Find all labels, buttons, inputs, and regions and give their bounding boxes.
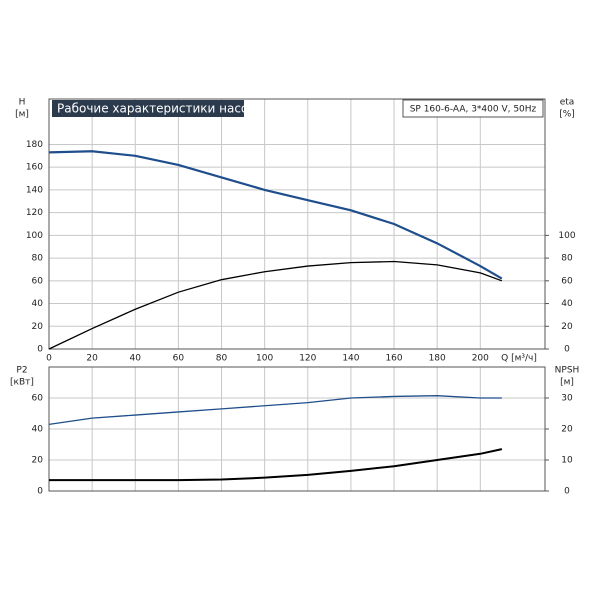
plot-area	[49, 99, 545, 349]
series-line	[48, 395, 502, 425]
y2-tick-label: 60	[561, 276, 573, 286]
series-line	[48, 150, 503, 280]
y-tick-label: 60	[32, 276, 44, 286]
y-axis-label: P2	[16, 366, 27, 376]
x-tick-label: 100	[256, 354, 273, 364]
x-tick-label: 180	[429, 354, 446, 364]
x-tick-label: 40	[130, 354, 142, 364]
y-tick-label: 80	[32, 254, 44, 264]
plot-frame	[48, 366, 546, 492]
y2-tick-label: 100	[558, 231, 575, 241]
y-tick-label: 40	[32, 425, 44, 435]
y2-tick-label: 20	[561, 425, 573, 435]
y2-tick-label: 40	[561, 299, 573, 309]
y-tick-label: 160	[26, 163, 43, 173]
y-tick-label: 120	[26, 208, 43, 218]
subtitle-box	[402, 99, 544, 118]
series-line	[49, 448, 503, 482]
x-tick-label: 160	[385, 354, 402, 364]
y-axis-unit: [кВт]	[10, 378, 34, 388]
x-tick-label: 140	[342, 354, 359, 364]
y-tick-label: 180	[26, 140, 43, 150]
y-tick-label: 20	[32, 322, 44, 332]
y-tick-label: 100	[26, 231, 43, 241]
y-tick-label: 0	[37, 345, 43, 355]
y2-tick-label: 0	[564, 345, 570, 355]
y-tick-label: 0	[37, 487, 43, 497]
y-tick-label: 140	[26, 185, 43, 195]
y-tick-label: 60	[32, 394, 44, 404]
y2-tick-label: 20	[561, 322, 573, 332]
x-tick-label: 60	[173, 354, 185, 364]
x-axis-label: Q [м³/ч]	[501, 354, 537, 364]
title-box	[52, 100, 244, 117]
x-tick-label: 200	[472, 354, 489, 364]
y2-axis-unit: [%]	[559, 110, 575, 120]
plot-frame	[48, 98, 546, 350]
y2-tick-label: 10	[561, 456, 573, 466]
y-axis-label: H	[19, 98, 26, 108]
y2-tick-label: 80	[561, 254, 573, 264]
x-tick-label: 0	[46, 354, 52, 364]
y2-tick-label: 30	[561, 394, 573, 404]
y-axis-unit: [м]	[15, 110, 29, 120]
y2-axis-unit: [м]	[560, 378, 574, 388]
chart-subtitle: SP 160-6-AA, 3*400 V, 50Hz	[410, 105, 537, 115]
chart-title: Рабочие характеристики насоса	[57, 102, 262, 116]
series-line	[48, 260, 503, 350]
x-tick-label: 120	[299, 354, 316, 364]
y2-axis-label: NPSH	[555, 366, 580, 376]
y-tick-label: 40	[32, 299, 44, 309]
y2-axis-label: eta	[560, 98, 575, 108]
x-tick-label: 80	[216, 354, 228, 364]
y-tick-label: 20	[32, 456, 44, 466]
x-tick-label: 20	[86, 354, 98, 364]
y2-tick-label: 0	[564, 487, 570, 497]
